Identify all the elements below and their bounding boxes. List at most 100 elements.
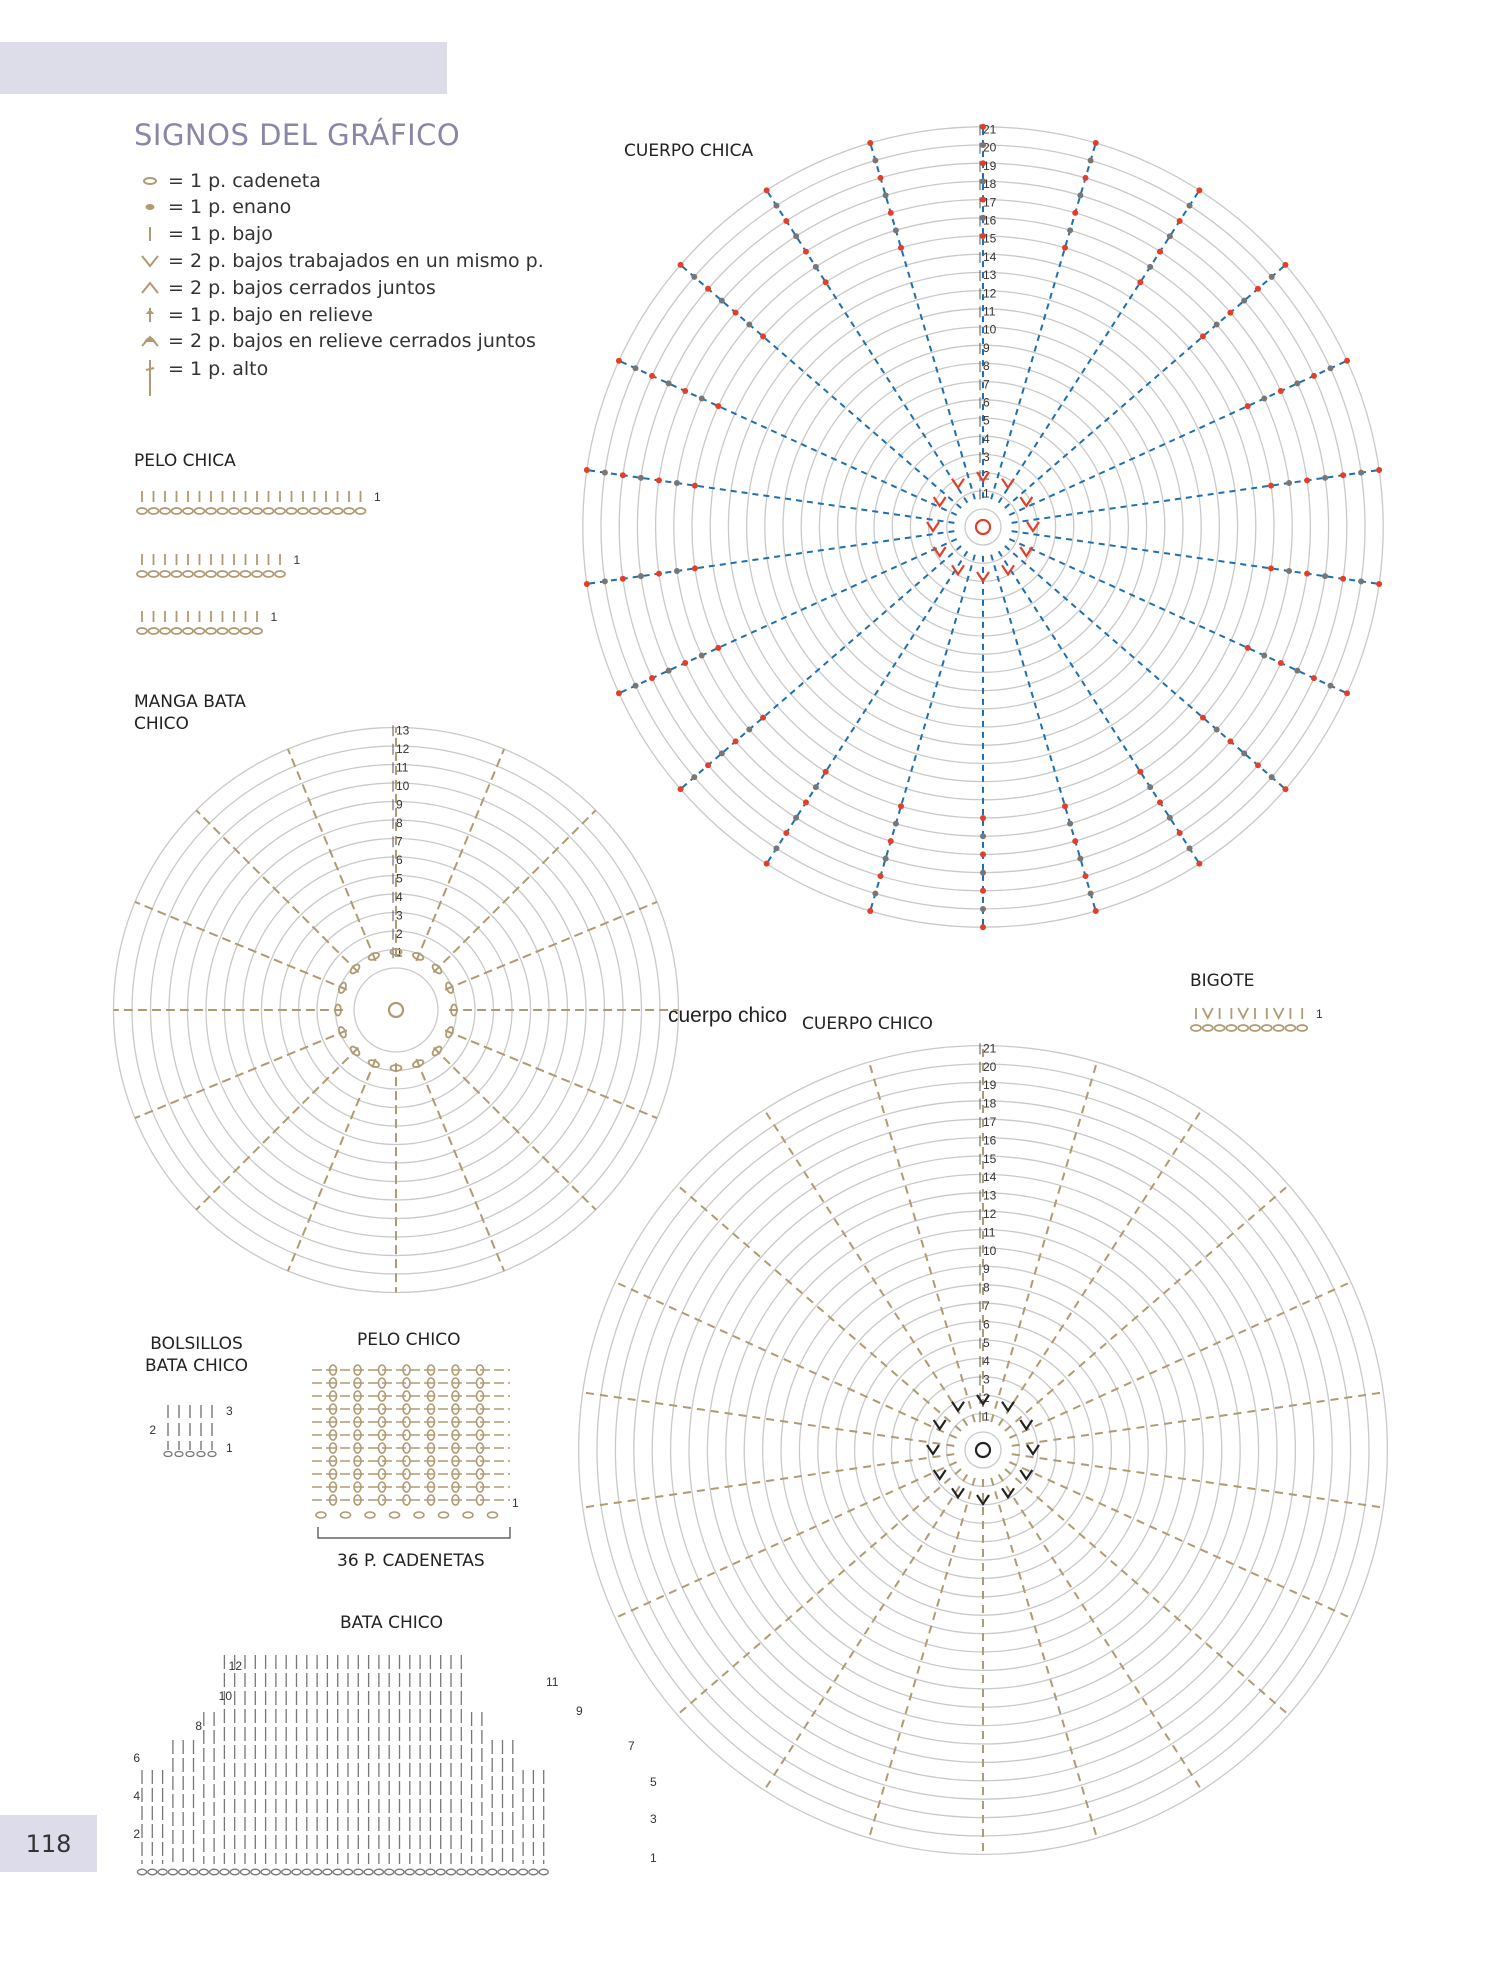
relief-stitch-mark [892,820,899,827]
row-number: 5 [396,871,403,885]
chain-loop [377,1403,387,1415]
row-number: 8 [983,1281,990,1295]
increase-mark [951,564,965,577]
chain-stitch [431,963,443,975]
chain-stitch [136,507,148,515]
relief-stitch-mark [715,644,722,651]
relief-stitch-mark [1227,309,1234,316]
chain-stitch [239,570,252,578]
increase-mark [1026,521,1040,533]
relief-stitch-mark [615,357,622,364]
row-number: 15 [983,1152,997,1166]
relief-stitch-mark [673,479,680,486]
row-number: 8 [396,816,403,830]
relief-stitch-mark [1137,768,1144,775]
relief-stitch-mark [715,403,722,410]
round-12 [761,1228,1205,1672]
chain-loop [451,1403,460,1415]
round-16 [688,1155,1278,1745]
row-number: 10 [219,1689,233,1703]
relief-stitch-mark [872,890,879,897]
single-crochet-icon [149,227,151,241]
row-number: 13 [983,1189,997,1203]
relief-stitch-mark [691,482,698,489]
chain-stitch [413,1511,425,1519]
chain-stitch [205,570,217,578]
relief-stitch-mark [980,833,986,840]
relief-stitch-mark [1304,570,1311,577]
relief-stitch-mark [898,803,905,810]
chain-stitch [338,981,347,994]
chain-loop [353,1403,362,1415]
round-2 [946,490,1020,564]
chain-stitch [228,627,240,635]
row-number: 8 [983,359,990,373]
stitch-spoke [676,1468,962,1716]
relief-stitch-mark [1176,217,1183,224]
chain-stitch [367,1059,380,1068]
cuerpo-chica-title: CUERPO CHICA [624,141,754,161]
chain-stitch [349,963,361,975]
chain-loop [402,1442,411,1454]
stitch-spoke [286,1058,377,1272]
chain-loop [328,1468,338,1480]
increase-mark [1001,564,1015,577]
chain-stitch [163,1450,173,1458]
stitch-spoke [614,1461,957,1619]
chain-loop [402,1468,411,1480]
row-number: 17 [983,195,997,209]
stitch-spoke [868,1061,976,1423]
stitch-spoke [415,1058,506,1272]
chain-stitch [159,627,171,635]
chain-stitch [170,507,183,515]
row-number: 3 [396,908,403,922]
decrease-icon [141,281,159,294]
round-1 [964,1431,1002,1469]
row-number: 4 [133,1789,140,1803]
row-number: 9 [983,341,990,355]
relief-stitch-mark [619,472,626,479]
relief-stitch-mark [1286,568,1293,575]
relief-stitch-mark [1077,192,1084,199]
relief-stitch-icon [146,308,154,322]
relief-stitch-mark [1277,660,1284,667]
relief-stitch-mark [1092,907,1099,914]
relief-stitch-mark [980,869,986,876]
round-19 [633,1100,1333,1800]
relief-stitch-mark [1310,675,1317,682]
stitch-spoke [990,1477,1098,1839]
legend-title: SIGNOS DEL GRÁFICO [134,118,461,152]
stitch-spoke [997,550,1201,865]
chain-stitch [334,1003,342,1017]
chain-loop [451,1377,460,1389]
relief-stitch-mark [877,174,884,181]
chain-stitch [497,1868,508,1876]
relief-stitch-mark [980,214,986,221]
bata-chico-chart: 12 10 8 6 4 2 11 9 7 5 3 1 [133,1655,657,1876]
row-number: 2 [133,1827,140,1841]
row-number: 3 [983,1373,990,1387]
relief-stitch-mark [1077,855,1084,862]
round-7 [855,399,1111,655]
relief-stitch-mark [1327,365,1334,372]
chain-loop [451,1481,460,1493]
chain-stitch [251,570,263,578]
relief-stitch-mark [601,469,608,476]
relief-decrease-icon [141,335,159,347]
chain-stitch [136,627,148,635]
chain-stitch [159,507,171,515]
relief-stitch-mark [1358,469,1365,476]
relief-stitch-mark [1241,750,1248,757]
chain-stitch [343,507,355,515]
chain-stitch [182,570,194,578]
relief-stitch-mark [1072,838,1079,845]
stitch-spoke [586,469,955,524]
stitch-spoke [868,1477,976,1839]
increase-mark [932,1469,947,1481]
row-number: 19 [983,1078,997,1092]
relief-stitch-mark [746,726,753,733]
relief-stitch-mark [677,786,684,793]
legend-text: = 2 p. bajos trabajados en un mismo p. [168,250,544,272]
